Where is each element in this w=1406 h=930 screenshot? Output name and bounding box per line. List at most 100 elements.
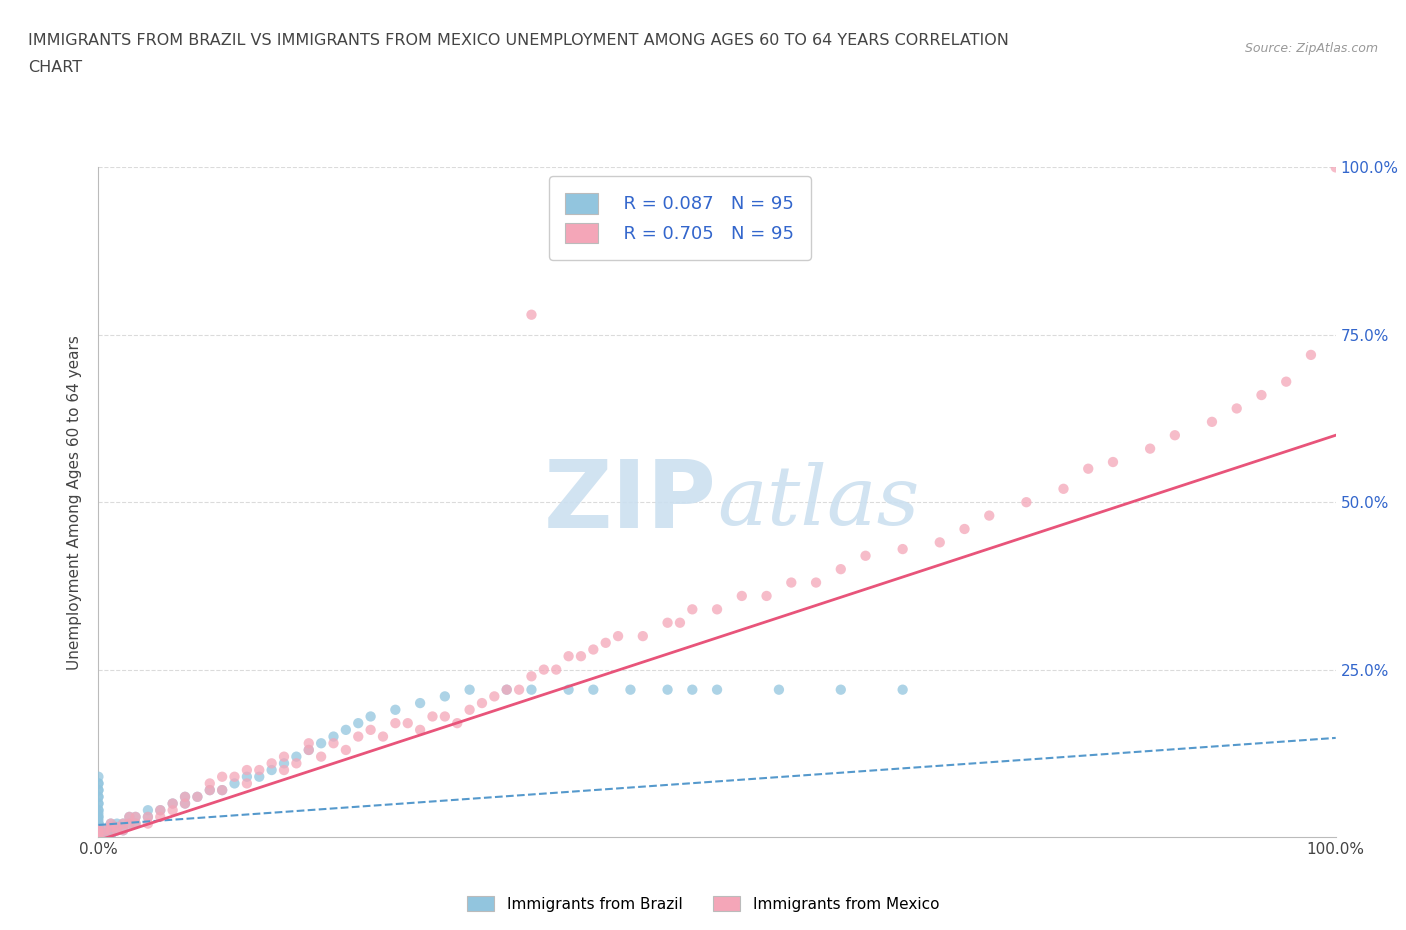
Point [533,662,555,677]
Point [322,736,344,751]
Point [371,729,394,744]
Point [309,750,332,764]
Point [93,823,115,838]
Point [87,819,110,834]
Point [979,508,1001,523]
Point [335,742,357,757]
Point [706,602,728,617]
Point [100,823,122,838]
Point [87,803,110,817]
Point [118,809,141,824]
Point [87,830,110,844]
Point [347,716,370,731]
Point [174,790,197,804]
Point [433,709,456,724]
Point [322,729,344,744]
Point [87,823,110,838]
Point [755,589,778,604]
Point [87,826,110,841]
Point [1102,455,1125,470]
Point [360,709,382,724]
Point [569,649,592,664]
Point [855,549,877,564]
Y-axis label: Unemployment Among Ages 60 to 64 years: Unemployment Among Ages 60 to 64 years [67,335,83,670]
Point [1299,348,1322,363]
Point [87,830,110,844]
Point [804,575,827,590]
Point [1226,401,1249,416]
Legend:   R = 0.087   N = 95,   R = 0.705   N = 95: R = 0.087 N = 95, R = 0.705 N = 95 [550,177,811,259]
Point [260,756,283,771]
Point [87,809,110,824]
Point [236,776,259,790]
Point [105,823,128,838]
Point [657,616,679,631]
Point [87,830,110,844]
Point [87,819,110,834]
Point [87,776,110,790]
Point [631,629,654,644]
Point [1324,160,1347,175]
Point [211,783,233,798]
Point [236,769,259,784]
Point [87,826,110,841]
Point [112,817,135,831]
Point [1201,415,1223,430]
Point [830,683,852,698]
Point [112,817,135,831]
Point [87,830,110,844]
Point [118,809,141,824]
Point [87,817,110,831]
Point [768,683,790,698]
Point [1077,461,1099,476]
Point [87,830,110,844]
Point [87,830,110,844]
Point [508,683,530,698]
Point [928,535,950,550]
Point [458,702,481,717]
Point [681,602,703,617]
Point [100,817,122,831]
Point [87,809,110,824]
Point [891,683,914,698]
Point [87,830,110,844]
Point [186,790,208,804]
Point [87,830,110,844]
Point [149,809,172,824]
Point [582,683,605,698]
Point [112,823,135,838]
Point [520,683,543,698]
Point [546,662,568,677]
Point [105,823,128,838]
Point [198,783,221,798]
Point [87,817,110,831]
Point [87,806,110,821]
Point [149,803,172,817]
Point [422,709,444,724]
Point [186,790,208,804]
Point [347,729,370,744]
Point [136,817,159,831]
Point [124,817,146,831]
Point [87,790,110,804]
Point [87,830,110,844]
Point [87,803,110,817]
Point [446,716,468,731]
Point [87,783,110,798]
Point [118,817,141,831]
Point [100,823,122,838]
Point [87,823,110,838]
Point [93,830,115,844]
Point [162,796,184,811]
Point [582,642,605,657]
Point [495,683,517,698]
Point [1250,388,1272,403]
Point [100,819,122,834]
Point [384,716,406,731]
Legend: Immigrants from Brazil, Immigrants from Mexico: Immigrants from Brazil, Immigrants from … [461,889,945,918]
Point [87,790,110,804]
Point [285,756,308,771]
Point [87,823,110,838]
Point [87,830,110,844]
Point [360,723,382,737]
